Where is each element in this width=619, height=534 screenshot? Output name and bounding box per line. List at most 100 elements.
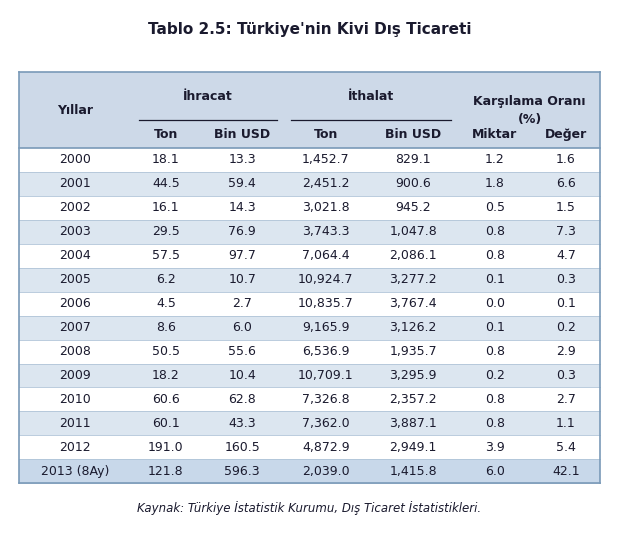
Bar	[19, 340, 600, 364]
Text: 3.9: 3.9	[485, 441, 505, 454]
Text: 0.8: 0.8	[485, 345, 505, 358]
Text: 7,064.4: 7,064.4	[302, 249, 350, 262]
Text: 2001: 2001	[59, 177, 91, 190]
Text: 60.6: 60.6	[152, 393, 180, 406]
Text: 0.2: 0.2	[556, 321, 576, 334]
Text: 2.7: 2.7	[556, 393, 576, 406]
Text: 1,935.7: 1,935.7	[389, 345, 437, 358]
Text: 4,872.9: 4,872.9	[302, 441, 350, 454]
Text: 2.9: 2.9	[556, 345, 576, 358]
Text: 2,949.1: 2,949.1	[389, 441, 437, 454]
Text: 0.8: 0.8	[485, 225, 505, 238]
Text: 10,924.7: 10,924.7	[298, 273, 353, 286]
Text: 2012: 2012	[59, 441, 91, 454]
Text: 2008: 2008	[59, 345, 91, 358]
Bar	[19, 196, 600, 220]
Text: 13.3: 13.3	[228, 153, 256, 167]
Text: 2006: 2006	[59, 297, 91, 310]
Text: 7,362.0: 7,362.0	[302, 417, 350, 430]
Text: 0.1: 0.1	[556, 297, 576, 310]
Text: 55.6: 55.6	[228, 345, 256, 358]
Text: 59.4: 59.4	[228, 177, 256, 190]
Text: 0.8: 0.8	[485, 393, 505, 406]
Text: 0.0: 0.0	[485, 297, 505, 310]
Text: Yıllar: Yıllar	[57, 104, 93, 116]
Text: 2,451.2: 2,451.2	[302, 177, 350, 190]
Text: 0.1: 0.1	[485, 273, 505, 286]
Text: İhracat: İhracat	[183, 90, 233, 103]
Text: 43.3: 43.3	[228, 417, 256, 430]
Text: 2013 (8Ay): 2013 (8Ay)	[41, 465, 109, 478]
Text: 0.2: 0.2	[485, 369, 505, 382]
Text: 62.8: 62.8	[228, 393, 256, 406]
Text: 121.8: 121.8	[148, 465, 184, 478]
Text: 3,743.3: 3,743.3	[302, 225, 350, 238]
Bar	[19, 148, 600, 172]
Text: 829.1: 829.1	[396, 153, 431, 167]
Text: 10,709.1: 10,709.1	[298, 369, 353, 382]
Text: 18.2: 18.2	[152, 369, 180, 382]
Text: 42.1: 42.1	[552, 465, 580, 478]
Text: 3,277.2: 3,277.2	[389, 273, 437, 286]
Text: İthalat: İthalat	[348, 90, 394, 103]
Text: 50.5: 50.5	[152, 345, 180, 358]
Text: 160.5: 160.5	[224, 441, 260, 454]
Text: 2007: 2007	[59, 321, 91, 334]
Text: 8.6: 8.6	[156, 321, 176, 334]
Text: Ton: Ton	[154, 128, 178, 140]
Text: 6.0: 6.0	[232, 321, 252, 334]
Text: Bin USD: Bin USD	[385, 128, 441, 140]
Text: 191.0: 191.0	[148, 441, 184, 454]
Text: 1.5: 1.5	[556, 201, 576, 214]
Bar	[19, 172, 600, 196]
Text: 14.3: 14.3	[228, 201, 256, 214]
Text: 1.8: 1.8	[485, 177, 505, 190]
Text: 44.5: 44.5	[152, 177, 180, 190]
Text: 6.0: 6.0	[485, 465, 505, 478]
Text: 1.6: 1.6	[556, 153, 576, 167]
Text: 5.4: 5.4	[556, 441, 576, 454]
Text: 4.5: 4.5	[156, 297, 176, 310]
Bar	[19, 459, 600, 483]
Text: Ton: Ton	[314, 128, 338, 140]
Text: 9,165.9: 9,165.9	[302, 321, 350, 334]
Text: 3,887.1: 3,887.1	[389, 417, 437, 430]
Text: 10,835.7: 10,835.7	[298, 297, 353, 310]
Text: 57.5: 57.5	[152, 249, 180, 262]
Bar	[19, 435, 600, 459]
Bar	[19, 244, 600, 268]
Text: 7,326.8: 7,326.8	[302, 393, 350, 406]
Text: Bin USD: Bin USD	[214, 128, 271, 140]
Text: 2002: 2002	[59, 201, 91, 214]
Text: 596.3: 596.3	[225, 465, 260, 478]
Text: 1,047.8: 1,047.8	[389, 225, 437, 238]
Bar	[19, 220, 600, 244]
Text: 1.1: 1.1	[556, 417, 576, 430]
Text: 0.3: 0.3	[556, 273, 576, 286]
Text: 7.3: 7.3	[556, 225, 576, 238]
Text: 3,767.4: 3,767.4	[389, 297, 437, 310]
Text: 2,039.0: 2,039.0	[302, 465, 350, 478]
Text: 2005: 2005	[59, 273, 91, 286]
Text: 0.8: 0.8	[485, 417, 505, 430]
Text: Karşılama Oranı
(%): Karşılama Oranı (%)	[474, 95, 586, 125]
Text: 0.5: 0.5	[485, 201, 505, 214]
Text: 29.5: 29.5	[152, 225, 180, 238]
Text: 2,357.2: 2,357.2	[389, 393, 437, 406]
Text: 18.1: 18.1	[152, 153, 180, 167]
Text: 3,021.8: 3,021.8	[302, 201, 350, 214]
Text: 6.6: 6.6	[556, 177, 576, 190]
Text: 6,536.9: 6,536.9	[302, 345, 350, 358]
Text: 97.7: 97.7	[228, 249, 256, 262]
Text: 945.2: 945.2	[396, 201, 431, 214]
Text: 60.1: 60.1	[152, 417, 180, 430]
Text: Miktar: Miktar	[472, 128, 517, 140]
Bar	[19, 72, 600, 148]
Text: 16.1: 16.1	[152, 201, 180, 214]
Text: 2009: 2009	[59, 369, 91, 382]
Bar	[19, 292, 600, 316]
Text: 2010: 2010	[59, 393, 91, 406]
Text: 2003: 2003	[59, 225, 91, 238]
Text: 2000: 2000	[59, 153, 91, 167]
Text: 6.2: 6.2	[156, 273, 176, 286]
